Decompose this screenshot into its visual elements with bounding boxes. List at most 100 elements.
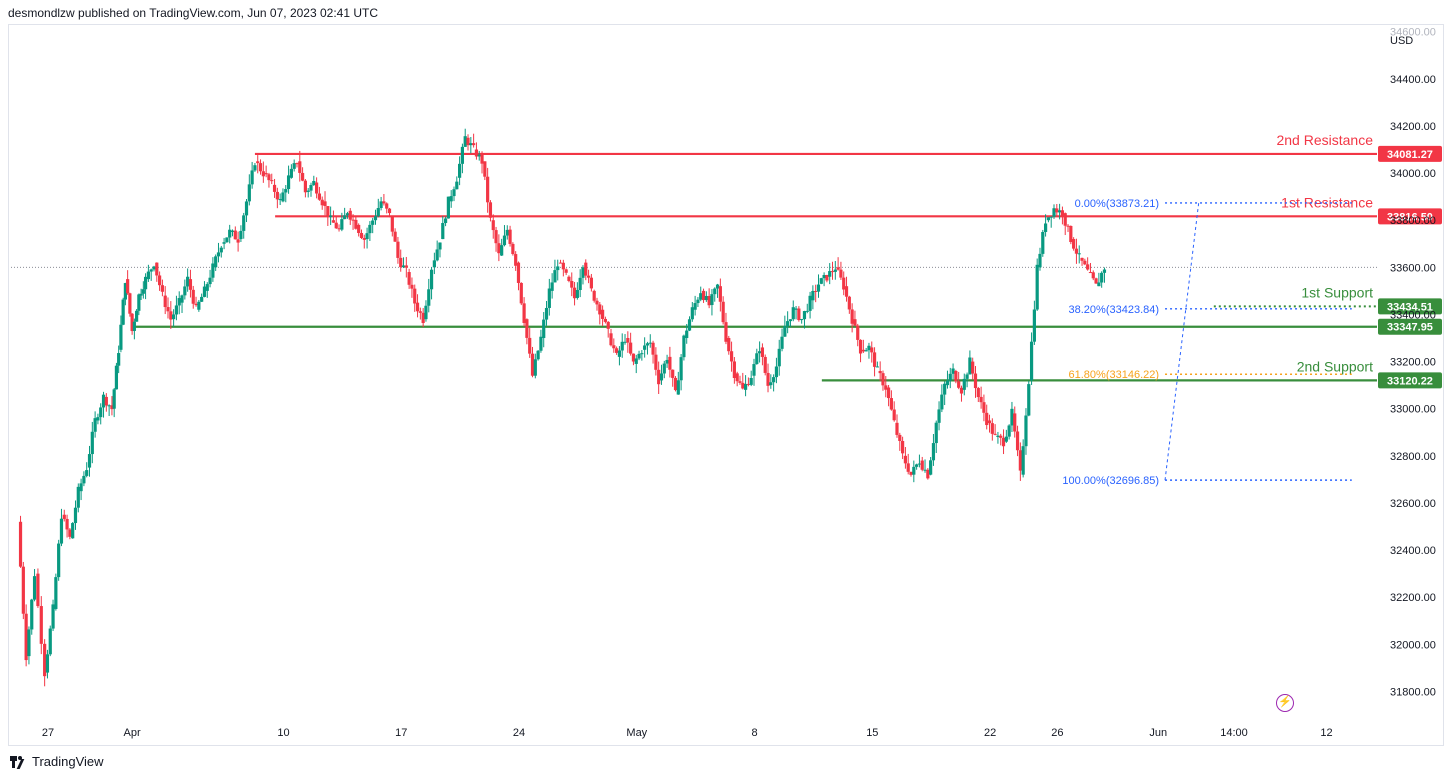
candle-body xyxy=(797,308,801,321)
price-level-badge-label: 33816.50 xyxy=(1387,211,1433,223)
candle-body xyxy=(65,518,69,530)
candle-body xyxy=(211,263,215,278)
candle-body xyxy=(390,215,394,232)
candlestick-chart[interactable]: 34081.27 2nd Resistance 33816.50 1st Resist… xyxy=(9,25,1445,747)
candle-body xyxy=(828,271,832,277)
candle-body xyxy=(727,338,731,352)
candle-body xyxy=(1018,450,1022,471)
candle-body xyxy=(1046,217,1050,221)
candle-body xyxy=(1066,225,1070,227)
candle-body xyxy=(1021,446,1025,475)
candle-body xyxy=(511,243,515,255)
candle-body xyxy=(833,269,837,272)
candle-body xyxy=(132,321,136,331)
candle-body xyxy=(110,405,114,410)
candle-body xyxy=(836,267,840,270)
candle-body xyxy=(505,229,509,236)
candle-body xyxy=(819,278,823,284)
candle-body xyxy=(901,440,905,454)
candle-body xyxy=(399,257,403,268)
candle-body xyxy=(629,342,633,354)
candle-body xyxy=(659,373,664,381)
candle-body xyxy=(847,296,851,310)
candle-body xyxy=(491,220,495,231)
candle-body xyxy=(497,243,501,254)
candle-body xyxy=(208,277,212,285)
candle-body xyxy=(673,377,678,391)
candle-body xyxy=(884,385,888,390)
chart-frame[interactable]: 34081.27 2nd Resistance 33816.50 1st Resist… xyxy=(8,24,1444,746)
candle-body xyxy=(466,137,470,146)
candle-body xyxy=(82,475,86,484)
candle-body xyxy=(39,606,43,644)
candle-body xyxy=(542,319,546,339)
candle-body xyxy=(920,460,924,470)
candle-body xyxy=(149,269,153,272)
price-level-name: 1st Resistance xyxy=(1281,194,1373,210)
candle-body xyxy=(965,374,969,379)
candle-body xyxy=(721,301,725,323)
candle-body xyxy=(331,220,336,223)
candle-body xyxy=(429,269,434,290)
candle-body xyxy=(915,464,919,467)
candle-body xyxy=(62,514,66,519)
candle-body xyxy=(802,311,807,320)
candle-body xyxy=(839,269,843,278)
price-tick-label: 32800.00 xyxy=(1390,451,1436,463)
candle-body xyxy=(152,266,156,270)
candle-body xyxy=(881,373,885,386)
candle-body xyxy=(474,149,479,157)
candle-body xyxy=(811,290,815,301)
candle-body xyxy=(303,180,307,193)
candle-body xyxy=(135,310,139,322)
lightning-icon[interactable]: ⚡ xyxy=(1276,694,1294,712)
candle-body xyxy=(912,466,916,475)
candle-body xyxy=(690,307,694,320)
candle-body xyxy=(253,165,257,171)
candle-body xyxy=(446,196,450,219)
candle-body xyxy=(1043,223,1048,232)
candle-body xyxy=(1091,272,1095,279)
candle-body xyxy=(996,435,1000,437)
candle-body xyxy=(163,295,167,308)
candle-body xyxy=(858,339,863,354)
candle-body xyxy=(931,443,936,461)
candle-body xyxy=(530,353,535,376)
candle-body xyxy=(1069,225,1073,243)
candle-body xyxy=(544,307,549,320)
candle-body xyxy=(329,215,333,218)
candle-body xyxy=(275,191,279,200)
price-tick-label: 32000.00 xyxy=(1390,639,1436,651)
candle-body xyxy=(1058,210,1062,213)
candle-body xyxy=(200,296,204,302)
candle-body xyxy=(957,381,961,388)
candle-body xyxy=(786,321,790,327)
candle-body xyxy=(278,199,282,201)
candle-body xyxy=(393,231,397,242)
candle-body xyxy=(87,454,92,468)
candle-body xyxy=(657,369,661,385)
candle-body xyxy=(553,270,557,283)
candle-body xyxy=(59,518,64,544)
candle-body xyxy=(746,383,750,385)
currency-label: USD xyxy=(1390,35,1413,47)
candle-body xyxy=(438,242,442,250)
candle-body xyxy=(323,201,327,207)
candle-body xyxy=(738,381,742,383)
candle-body xyxy=(668,356,672,370)
candle-body xyxy=(945,380,950,386)
candle-body xyxy=(404,265,408,268)
candle-body xyxy=(194,303,198,306)
candle-body xyxy=(617,350,622,357)
candle-body xyxy=(158,275,162,286)
candle-body xyxy=(886,387,891,399)
candle-body xyxy=(774,366,779,378)
candle-body xyxy=(359,232,364,238)
candle-body xyxy=(850,309,854,324)
candle-body xyxy=(76,486,80,508)
candle-body xyxy=(547,288,551,308)
candle-body xyxy=(137,294,141,311)
date-tick-label: 14:00 xyxy=(1220,727,1248,739)
candle-body xyxy=(337,228,341,230)
candle-body xyxy=(247,184,251,202)
